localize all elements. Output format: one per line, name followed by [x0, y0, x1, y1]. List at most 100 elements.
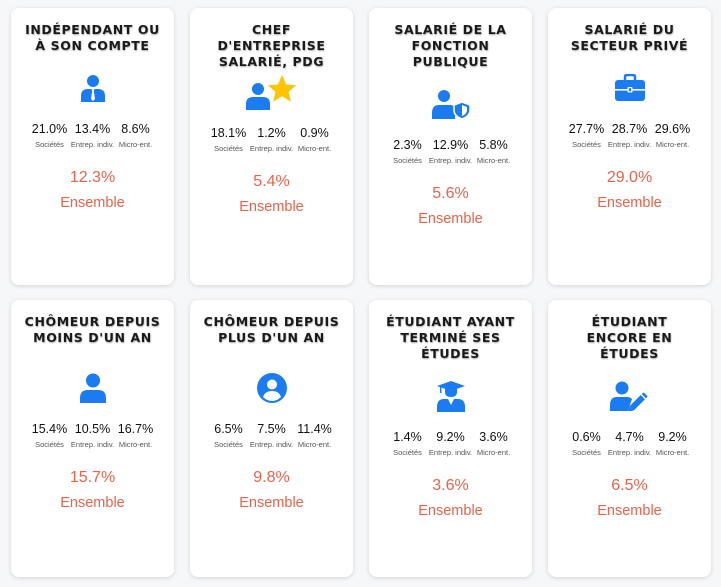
- stat-value: 0.9%: [300, 126, 329, 140]
- stat-value: 29.6%: [654, 122, 691, 136]
- stat-entrep-indiv: 4.7% Entrep. indiv.: [608, 430, 651, 457]
- card-chomeur-moins-un-an: CHÔMEUR DEPUIS MOINS D'UN AN 15.4% Sociét…: [11, 300, 174, 577]
- stat-micro-ent: 3.6% Micro-ent.: [477, 430, 510, 457]
- stat-label: Micro-ent.: [297, 440, 332, 449]
- stat-label: Entrep. indiv.: [249, 440, 294, 449]
- card-secteur-prive: SALARIÉ DU SECTEUR PRIVÉ 27.7% Sociétés 2…: [548, 8, 711, 285]
- stats-row: 15.4% Sociétés 10.5% Entrep. indiv. 16.7% M…: [32, 422, 153, 449]
- stat-societes: 6.5% Sociétés: [212, 422, 245, 449]
- stat-label: Entrep. indiv.: [607, 140, 652, 149]
- stat-label: Micro-ent.: [118, 140, 153, 149]
- stat-value: 10.5%: [74, 422, 111, 436]
- stat-label: Sociétés: [393, 448, 422, 457]
- card-title: ÉTUDIANT AYANT TERMINÉ SES ÉTUDES: [386, 314, 515, 361]
- card-title: CHÔMEUR DEPUIS MOINS D'UN AN: [24, 314, 161, 345]
- stat-value: 18.1%: [210, 126, 247, 140]
- stat-label: Entrep. indiv.: [70, 140, 115, 149]
- stat-entrep-indiv: 7.5% Entrep. indiv.: [250, 422, 293, 449]
- card-independant: INDÉPENDANT OU À SON COMPTE 21.0% Société…: [11, 8, 174, 285]
- stat-value: 9.2%: [658, 430, 687, 444]
- user-circle-icon: [256, 372, 288, 404]
- stat-societes: 21.0% Sociétés: [32, 122, 67, 149]
- stat-societes: 0.6% Sociétés: [570, 430, 603, 457]
- stat-micro-ent: 8.6% Micro-ent.: [119, 122, 152, 149]
- card-etudiant-encore: ÉTUDIANT ENCORE EN ÉTUDES 0.6% Sociétés 4…: [548, 300, 711, 577]
- stat-micro-ent: 5.8% Micro-ent.: [477, 138, 510, 165]
- total-label: Ensemble: [418, 503, 483, 519]
- stat-micro-ent: 9.2% Micro-ent.: [656, 430, 689, 457]
- card-chef-entreprise: CHEF D'ENTREPRISE SALARIÉ, PDG 18.1% Soci…: [190, 8, 353, 285]
- stat-label: Micro-ent.: [476, 448, 511, 457]
- stat-value: 13.4%: [74, 122, 111, 136]
- stat-label: Entrep. indiv.: [607, 448, 652, 457]
- stat-societes: 27.7% Sociétés: [569, 122, 604, 149]
- stat-label: Micro-ent.: [655, 140, 690, 149]
- stat-label: Sociétés: [35, 440, 64, 449]
- stat-label: Sociétés: [572, 140, 601, 149]
- total-value: 12.3%: [69, 169, 116, 186]
- stat-value: 7.5%: [257, 422, 286, 436]
- total-value: 3.6%: [432, 477, 469, 494]
- card-chomeur-plus-un-an: CHÔMEUR DEPUIS PLUS D'UN AN 6.5% Sociétés…: [190, 300, 353, 577]
- card-etudiant-termine: ÉTUDIANT AYANT TERMINÉ SES ÉTUDES 1.4% So…: [369, 300, 532, 577]
- stat-label: Micro-ent.: [476, 156, 511, 165]
- user-graduate-icon: [435, 380, 467, 412]
- user-tie-icon: [77, 72, 109, 104]
- total-label: Ensemble: [60, 195, 125, 211]
- stat-label: Micro-ent.: [297, 144, 332, 153]
- total-value: 29.0%: [606, 169, 653, 186]
- stat-value: 1.4%: [393, 430, 422, 444]
- stat-label: Micro-ent.: [655, 448, 690, 457]
- card-title: CHÔMEUR DEPUIS PLUS D'UN AN: [203, 314, 340, 345]
- stats-row: 6.5% Sociétés 7.5% Entrep. indiv. 11.4% Mic…: [212, 422, 332, 449]
- stat-label: Entrep. indiv.: [249, 144, 294, 153]
- stat-entrep-indiv: 1.2% Entrep. indiv.: [250, 126, 293, 153]
- stat-micro-ent: 11.4% Micro-ent.: [297, 422, 332, 449]
- total-value: 6.5%: [611, 477, 648, 494]
- stats-row: 27.7% Sociétés 28.7% Entrep. indiv. 29.6% M…: [569, 122, 691, 149]
- stat-value: 9.2%: [436, 430, 465, 444]
- card-fonction-publique: SALARIÉ DE LA FONCTION PUBLIQUE 2.3% Soci…: [369, 8, 532, 285]
- stat-label: Sociétés: [214, 440, 243, 449]
- total-label: Ensemble: [597, 195, 662, 211]
- stats-row: 1.4% Sociétés 9.2% Entrep. indiv. 3.6% Micr…: [391, 430, 510, 457]
- stat-societes: 2.3% Sociétés: [391, 138, 424, 165]
- card-grid: INDÉPENDANT OU À SON COMPTE 21.0% Société…: [11, 8, 711, 577]
- stat-value: 28.7%: [611, 122, 648, 136]
- stat-micro-ent: 29.6% Micro-ent.: [654, 122, 691, 149]
- stat-value: 8.6%: [121, 122, 150, 136]
- stat-value: 4.7%: [615, 430, 644, 444]
- total-label: Ensemble: [597, 503, 662, 519]
- user-icon: [77, 372, 109, 404]
- stat-entrep-indiv: 13.4% Entrep. indiv.: [71, 122, 114, 149]
- total-label: Ensemble: [239, 199, 304, 215]
- stat-value: 5.8%: [479, 138, 508, 152]
- stat-value: 2.3%: [393, 138, 422, 152]
- total-label: Ensemble: [60, 495, 125, 511]
- stat-value: 1.2%: [257, 126, 286, 140]
- stats-row: 21.0% Sociétés 13.4% Entrep. indiv. 8.6% Mi…: [32, 122, 152, 149]
- stat-societes: 1.4% Sociétés: [391, 430, 424, 457]
- stats-row: 18.1% Sociétés 1.2% Entrep. indiv. 0.9% Mic…: [210, 126, 331, 153]
- total-value: 5.4%: [253, 173, 290, 190]
- stat-label: Sociétés: [35, 140, 64, 149]
- stat-entrep-indiv: 12.9% Entrep. indiv.: [429, 138, 472, 165]
- total-label: Ensemble: [239, 495, 304, 511]
- total-value: 15.7%: [69, 469, 116, 486]
- card-title: CHEF D'ENTREPRISE SALARIÉ, PDG: [217, 22, 326, 69]
- stat-value: 12.9%: [432, 138, 469, 152]
- stat-societes: 15.4% Sociétés: [32, 422, 67, 449]
- card-title: SALARIÉ DU SECTEUR PRIVÉ: [570, 22, 689, 53]
- stat-entrep-indiv: 10.5% Entrep. indiv.: [71, 422, 114, 449]
- briefcase-icon: [614, 72, 646, 104]
- total-label: Ensemble: [418, 211, 483, 227]
- stats-row: 2.3% Sociétés 12.9% Entrep. indiv. 5.8% Mic…: [391, 138, 510, 165]
- user-pen-icon: [609, 380, 651, 412]
- stat-entrep-indiv: 28.7% Entrep. indiv.: [608, 122, 651, 149]
- stat-micro-ent: 0.9% Micro-ent.: [298, 126, 331, 153]
- stat-label: Sociétés: [214, 144, 243, 153]
- user-star-icon: [244, 75, 300, 110]
- stat-value: 11.4%: [297, 422, 332, 436]
- stat-label: Entrep. indiv.: [428, 156, 473, 165]
- total-value: 5.6%: [432, 185, 469, 202]
